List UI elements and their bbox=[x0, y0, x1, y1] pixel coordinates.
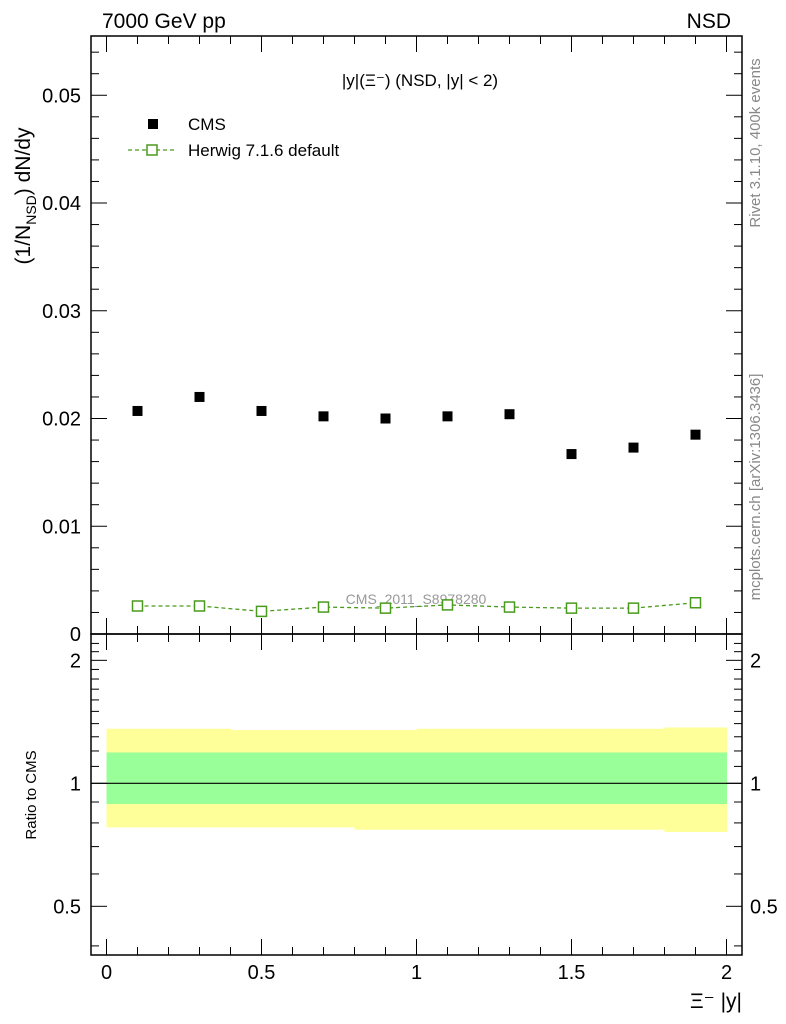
herwig-series bbox=[131, 597, 702, 618]
main-y-tick-label: 0.05 bbox=[42, 85, 81, 107]
ratio-y-tick-labels: 0.5 0.5 1 1 2 2 bbox=[53, 650, 778, 918]
x-tick-label: 1 bbox=[411, 962, 422, 984]
ratio-band-segment bbox=[602, 752, 665, 804]
ratio-axis-ticks bbox=[91, 634, 742, 955]
main-axis-ticks bbox=[91, 36, 742, 635]
legend-cms-label: CMS bbox=[188, 115, 226, 134]
x-tick-label: 1.5 bbox=[558, 962, 586, 984]
ratio-bands bbox=[106, 727, 727, 833]
cms-point bbox=[318, 411, 329, 422]
ratio-panel: 0.5 0.5 1 1 2 2 0 0.5 1 1.5 2 Ratio to CMS Ξ⁻ |y| bbox=[23, 633, 778, 1013]
ratio-band-segment bbox=[416, 752, 479, 804]
process-label: NSD bbox=[687, 10, 731, 33]
plot-title: |y|(Ξ⁻) (NSD, |y| < 2) bbox=[342, 71, 498, 90]
ratio-y-tick-label: 1 bbox=[70, 773, 81, 795]
main-y-tick-labels: 0 0.01 0.02 0.03 0.04 0.05 bbox=[42, 85, 81, 646]
herwig-point bbox=[627, 602, 640, 614]
herwig-point bbox=[131, 600, 144, 612]
legend-herwig-marker bbox=[146, 144, 158, 156]
ratio-frame bbox=[90, 633, 743, 956]
legend-herwig-label: Herwig 7.1.6 default bbox=[188, 141, 339, 160]
x-tick-label: 0 bbox=[101, 962, 112, 984]
main-panel: 0 0.01 0.02 0.03 0.04 0.05 |y|(Ξ⁻) (NSD, |y| … bbox=[12, 35, 743, 646]
cms-point bbox=[132, 405, 143, 416]
cms-point bbox=[566, 449, 577, 460]
cms-point bbox=[504, 409, 515, 420]
ratio-y-tick-label: 2 bbox=[70, 650, 81, 672]
x-tick-label: 0.5 bbox=[248, 962, 276, 984]
mcplots-label: mcplots.cern.ch [arXiv:1306.3436] bbox=[747, 374, 764, 601]
herwig-point bbox=[379, 602, 392, 614]
x-axis-title: Ξ⁻ |y| bbox=[690, 990, 742, 1013]
herwig-point bbox=[193, 600, 206, 612]
cms-series bbox=[132, 391, 701, 460]
watermark: CMS_2011_S8978280 bbox=[346, 591, 487, 607]
ratio-band-segment bbox=[292, 752, 355, 804]
legend-cms-marker bbox=[148, 119, 158, 129]
herwig-point bbox=[689, 597, 702, 609]
main-y-axis-title: (1/NNSD) dN/dy bbox=[12, 127, 39, 264]
herwig-point bbox=[255, 605, 268, 618]
ratio-band-segment bbox=[540, 752, 603, 804]
main-y-tick-label: 0.01 bbox=[42, 516, 81, 538]
rivet-version-label: Rivet 3.1.10, 400k events bbox=[747, 58, 764, 227]
legend: CMS Herwig 7.1.6 default bbox=[128, 115, 339, 160]
herwig-point bbox=[317, 601, 330, 613]
ratio-band-segment bbox=[106, 752, 169, 804]
ratio-y-tick-label-right: 0.5 bbox=[750, 896, 778, 918]
ratio-band-segment bbox=[664, 752, 727, 804]
cms-point bbox=[690, 429, 701, 440]
cms-point bbox=[442, 411, 453, 422]
cms-point bbox=[628, 442, 639, 453]
main-y-tick-label: 0.04 bbox=[42, 193, 81, 215]
ratio-band-segment bbox=[168, 752, 231, 804]
ratio-band-segment bbox=[354, 752, 417, 804]
herwig-point bbox=[503, 601, 516, 613]
energy-label: 7000 GeV pp bbox=[102, 10, 226, 33]
cms-point bbox=[256, 405, 267, 416]
ratio-band-segment bbox=[478, 752, 541, 804]
main-y-tick-label: 0.03 bbox=[42, 301, 81, 323]
herwig-line bbox=[137, 602, 696, 613]
ratio-y-tick-label: 0.5 bbox=[53, 896, 81, 918]
main-y-tick-label: 0.02 bbox=[42, 409, 81, 431]
ratio-y-tick-label-right: 1 bbox=[750, 773, 761, 795]
ratio-y-tick-label-right: 2 bbox=[750, 650, 761, 672]
main-y-tick-label: 0 bbox=[70, 624, 81, 646]
herwig-point bbox=[441, 599, 454, 611]
ratio-y-axis-title: Ratio to CMS bbox=[23, 750, 40, 839]
herwig-point bbox=[565, 602, 578, 614]
cms-point bbox=[194, 391, 205, 402]
cms-point bbox=[380, 413, 391, 424]
x-tick-label: 2 bbox=[721, 962, 732, 984]
x-tick-labels: 0 0.5 1 1.5 2 bbox=[101, 962, 732, 984]
ratio-band-segment bbox=[230, 752, 293, 804]
